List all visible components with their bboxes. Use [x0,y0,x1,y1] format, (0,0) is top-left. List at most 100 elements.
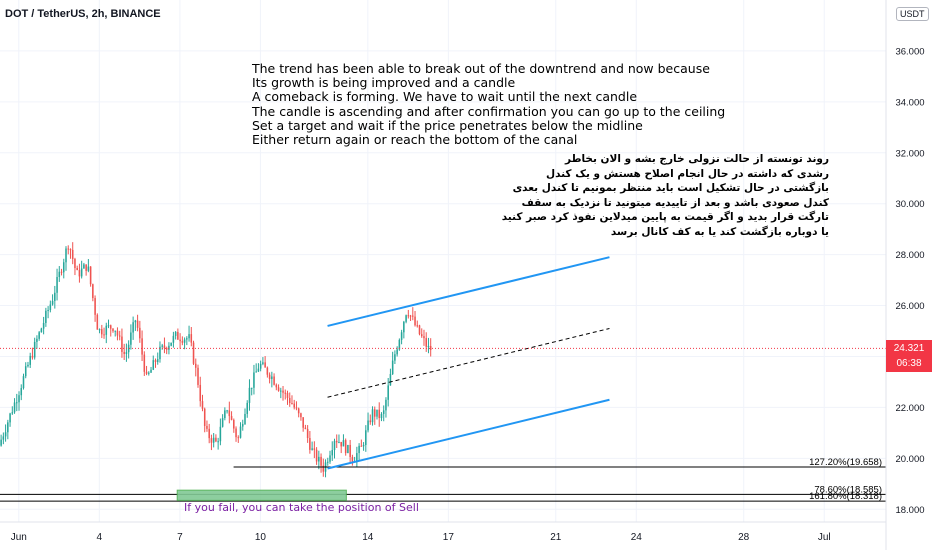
candle-body [2,436,5,440]
candle-body [38,332,40,339]
candle-body [405,315,407,322]
candle-body [78,270,81,277]
candle-body [371,409,374,423]
candle-body [24,366,27,377]
candle-body [121,336,123,352]
candle-body [123,351,125,354]
candle-body [280,390,282,392]
candle-body [340,441,342,447]
candle-body [326,461,329,463]
x-tick-label: 7 [177,532,183,543]
candle-body [199,384,202,402]
candle-body [208,428,210,439]
candle-body [58,271,61,277]
currency-button[interactable]: USDT [896,7,929,21]
candle-body [27,364,29,367]
candle-body [36,338,38,342]
x-tick-label: Jul [818,532,831,543]
candle-body [132,322,134,333]
candle-body [351,457,354,462]
candle-body [143,354,146,372]
candle-body [246,402,249,414]
candle-body [145,371,148,374]
y-tick-label: 28.000 [895,250,924,261]
candle-body [152,360,155,370]
candle-body [331,450,334,456]
candle-body [125,352,128,354]
candle-body [76,268,78,271]
candle-body [365,430,367,445]
candle-body [201,401,204,409]
candle-body [163,345,166,349]
candle-body [362,444,365,447]
candle-body [385,399,387,411]
candle-body [407,315,410,317]
candle-body [228,410,231,417]
candle-body [423,336,425,339]
candle-body [71,249,74,259]
candle-body [134,320,137,323]
candle-body [224,410,226,419]
candle-body [244,413,246,425]
candle-body [284,392,287,394]
candle-body [170,342,172,346]
candle-body [306,429,309,439]
candle-body [33,341,36,358]
candle-body [56,276,58,293]
candle-body [344,440,347,454]
candle-body [40,328,43,333]
candle-body [87,266,90,271]
drawings: 127.20%(19.658) 78.60%(18.585)161.80%(18.… [0,256,886,502]
x-axis[interactable]: Jun 4 7 10 14 17 21 24 28 Jul [11,532,831,543]
candle-body [51,300,54,305]
candle-body [219,426,222,442]
candle-body [165,348,168,350]
candle-body [400,332,403,340]
candle-body [127,344,130,353]
candle-body [376,409,378,417]
candle-body [297,408,300,414]
y-tick-label: 22.000 [895,403,924,414]
candle-body [45,310,47,323]
candle-body [47,309,49,311]
candle-body [389,373,392,386]
candle-body [369,420,372,423]
last-price-badge: 24.321 06:38 [886,340,932,372]
candle-body [89,266,92,285]
candle-body [60,271,63,273]
y-axis[interactable]: 18.00020.00022.00024.00026.00028.00030.0… [895,46,924,515]
candle-body [226,410,228,412]
candle-body [347,444,349,454]
candle-body [29,355,31,365]
x-tick-label: 4 [97,532,103,543]
candle-body [217,441,219,443]
candle-body [329,455,331,462]
candle-body [186,338,188,340]
channel-upper-line [327,256,610,327]
candle-body [4,432,7,437]
candle-body [118,335,121,337]
candle-body [250,387,253,389]
candle-body [275,384,278,388]
candle-body [74,258,76,269]
candle-body [168,345,170,350]
candle-body [0,439,2,446]
candle-body [67,248,70,250]
candle-body [320,456,322,466]
candle-body [215,437,217,442]
candle-body [179,339,181,342]
y-tick-label: 34.000 [895,97,924,108]
candle-body [416,325,419,327]
symbol-title[interactable]: DOT / TetherUS, 2h, BINANCE [5,8,161,20]
sell-zone-box [176,489,347,501]
candle-body [96,314,99,330]
candle-body [367,420,369,431]
candle-body [183,339,186,343]
channel-mid-line [327,327,610,398]
candle-body [342,440,345,447]
candle-body [15,402,18,404]
candle-body [11,412,14,414]
candle-body [141,338,143,355]
candle-body [101,329,103,335]
